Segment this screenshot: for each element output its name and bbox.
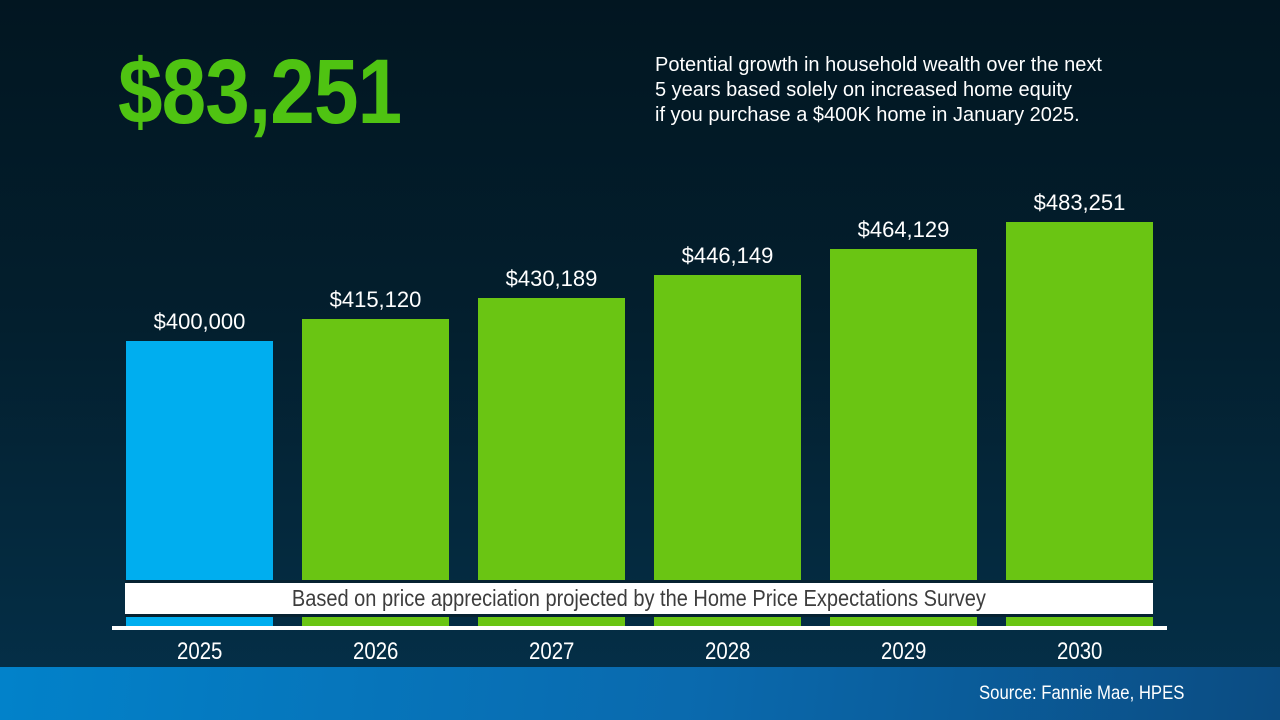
bar-value-label-2026: $415,120 [329, 287, 422, 312]
bar-value-label-2027: $430,189 [505, 266, 598, 291]
bar-2025 [126, 341, 273, 626]
bar-2030 [1006, 222, 1153, 626]
bar-2029 [830, 249, 977, 626]
bar-2027 [478, 298, 625, 626]
source-text: Source: Fannie Mae, HPES [951, 667, 1184, 720]
x-tick-text: 2025 [176, 638, 223, 665]
x-tick-2027: 2027 [478, 638, 625, 666]
x-tick-text: 2026 [352, 638, 399, 665]
bar-value-label-2029: $464,129 [857, 217, 950, 242]
x-tick-2029: 2029 [830, 638, 977, 666]
bar-value-label-2030: $483,251 [1033, 190, 1126, 215]
x-tick-2026: 2026 [302, 638, 449, 666]
chart-banner-text: Based on price appreciation projected by… [291, 585, 987, 611]
x-tick-text: 2027 [528, 638, 575, 665]
x-tick-text: 2029 [880, 638, 927, 665]
headline-amount: $83,251 [118, 41, 402, 143]
bar-value-label-2025: $400,000 [153, 309, 246, 334]
x-tick-2028: 2028 [654, 638, 801, 666]
x-axis-line [112, 626, 1167, 630]
headline-description: Potential growth in household wealth ove… [655, 54, 1102, 126]
bar-value-label-2028: $446,149 [681, 243, 774, 268]
chart-banner: Based on price appreciation projected by… [125, 580, 1153, 617]
footer-bar: Source: Fannie Mae, HPES [0, 667, 1280, 720]
x-tick-2025: 2025 [126, 638, 273, 666]
x-tick-text: 2028 [704, 638, 751, 665]
bar-2028 [654, 275, 801, 626]
x-tick-2030: 2030 [1006, 638, 1153, 666]
source-text-inner: Source: Fannie Mae, HPES [978, 683, 1184, 704]
bar-2026 [302, 319, 449, 626]
x-tick-text: 2030 [1056, 638, 1103, 665]
